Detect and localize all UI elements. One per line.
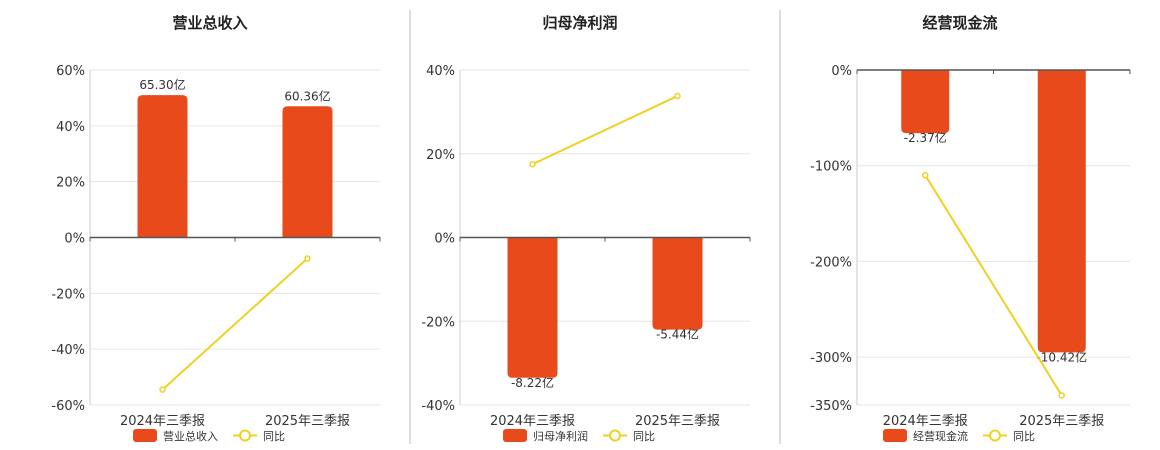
chart1-bar-data-label-1: 65.30亿 [139, 77, 185, 92]
chart2-bar-data-label-2: -5.44亿 [656, 327, 699, 342]
chart1-yoy-point-2 [304, 255, 311, 262]
chart3-bar-data-label-1: -2.37亿 [904, 130, 947, 145]
chart2-legend-bar-swatch [503, 429, 527, 442]
chart2-title: 归母净利润 [542, 14, 617, 32]
chart2-category-label-2: 2025年三季报 [635, 414, 720, 429]
chart3-y-tick-label-0: 0% [831, 64, 852, 79]
chart3-legend-line-label: 同比 [1013, 430, 1035, 443]
chart1-y-tick-label-6: -60% [51, 399, 85, 414]
chart1-category-label-2: 2025年三季报 [265, 414, 350, 429]
chart1-bar-2 [282, 106, 333, 238]
chart3-yoy-point-2 [1058, 392, 1065, 399]
chart2-bar-2 [652, 237, 703, 330]
chart3-y-tick-label-1: -100% [810, 160, 852, 175]
chart3-yoy-point-1 [922, 172, 929, 179]
chart3-yoy-line [924, 174, 1063, 396]
chart1-yoy-line [161, 257, 309, 391]
chart1-y-tick-label-5: -40% [51, 343, 85, 358]
chart3-category-label-2: 2025年三季报 [1019, 414, 1104, 429]
chart1-y-tick-label-0: 60% [56, 64, 85, 79]
chart2-y-tick-label-2: 0% [434, 232, 455, 247]
chart1-y-tick-label-1: 40% [56, 120, 85, 135]
chart2-y-tick-label-4: -40% [421, 399, 455, 414]
chart3-bar-1 [901, 70, 950, 134]
chart2-y-tick-label-1: 20% [426, 148, 455, 163]
chart3-title: 经营现金流 [922, 14, 997, 32]
chart3-y-tick-label-2: -200% [810, 255, 852, 270]
chart1-title: 营业总收入 [172, 14, 247, 32]
chart2-legend-line-label: 同比 [633, 430, 655, 443]
chart1-bar-data-label-2: 60.36亿 [284, 88, 330, 103]
chart1-legend-line-marker [239, 429, 251, 442]
chart1-y-tick-label-2: 20% [56, 176, 85, 191]
chart1-legend-bar-label: 营业总收入 [163, 429, 218, 443]
chart1-yoy-point-1 [159, 386, 166, 393]
chart3-y-tick-label-4: -350% [810, 399, 852, 414]
chart2-yoy-line [532, 95, 678, 166]
chart1-y-tick-label-3: 0% [64, 232, 85, 247]
chart3-bar-data-label-2: -10.42亿 [1036, 349, 1087, 364]
chart1-legend-bar-swatch [133, 429, 157, 442]
chart2-bar-1 [507, 237, 558, 378]
chart1-y-tick-label-4: -20% [51, 287, 85, 302]
chart2-legend-line-marker [609, 429, 621, 442]
chart2-yoy-point-2 [674, 92, 681, 100]
chart1-bar-1 [137, 95, 188, 238]
chart3-legend-bar-label: 经营现金流 [913, 429, 968, 443]
chart3-y-tick-label-3: -300% [810, 351, 852, 366]
chart1-category-label-1: 2024年三季报 [120, 414, 205, 429]
chart2-y-tick-label-0: 40% [426, 64, 455, 79]
chart2-bar-data-label-1: -8.22亿 [511, 375, 554, 390]
chart3-legend-line-marker [989, 429, 1001, 442]
chart2-y-tick-label-3: -20% [421, 315, 455, 330]
chart3-legend-bar-swatch [883, 429, 907, 442]
chart3-category-label-1: 2024年三季报 [883, 414, 968, 429]
chart2-category-label-1: 2024年三季报 [490, 414, 575, 429]
chart3-bar-2 [1037, 70, 1086, 353]
chart2-legend-bar-label: 归母净利润 [533, 429, 588, 443]
chart1-legend-line-label: 同比 [263, 430, 285, 443]
chart2-yoy-point-1 [529, 160, 536, 168]
